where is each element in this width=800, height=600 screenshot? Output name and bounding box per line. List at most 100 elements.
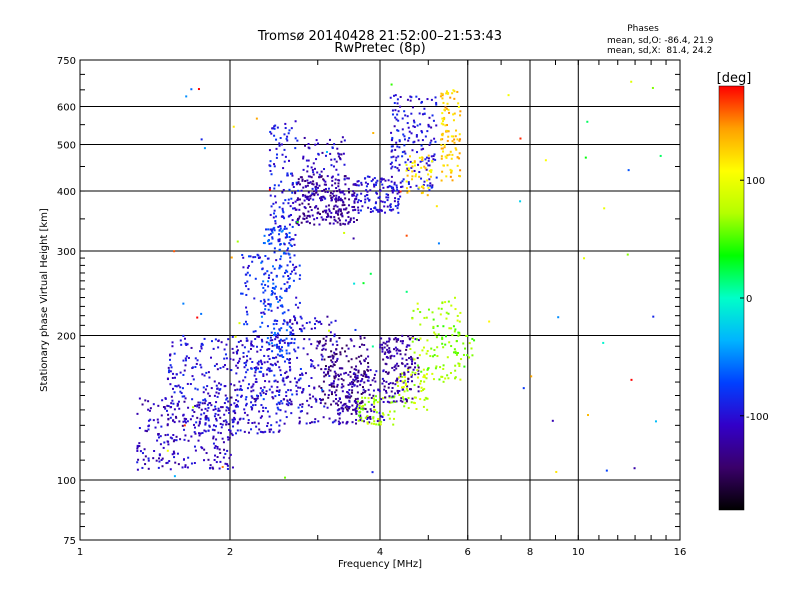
data-point (351, 391, 354, 394)
data-point (198, 403, 201, 406)
data-point (183, 424, 186, 427)
data-point (232, 358, 235, 361)
data-point (300, 317, 303, 320)
data-point (173, 421, 176, 424)
data-point (427, 173, 430, 176)
data-point (288, 352, 291, 355)
data-point (381, 412, 384, 415)
data-point (262, 286, 265, 289)
data-point (348, 198, 351, 201)
data-point (262, 374, 265, 377)
data-point (324, 402, 327, 405)
data-point (414, 338, 417, 341)
data-point (390, 150, 393, 153)
data-point (273, 184, 276, 187)
data-point (470, 347, 473, 350)
data-point (363, 344, 366, 347)
data-point (324, 365, 327, 368)
data-point (312, 180, 315, 183)
data-point (239, 429, 242, 432)
data-point (393, 200, 396, 203)
data-point (323, 393, 326, 396)
data-point (177, 463, 180, 466)
data-point (308, 321, 311, 324)
data-point (277, 401, 280, 404)
data-point (374, 395, 377, 398)
data-point (426, 408, 429, 411)
data-point (279, 369, 282, 372)
data-point (270, 271, 273, 274)
data-point (360, 343, 363, 346)
data-point (238, 418, 241, 421)
data-point (337, 420, 340, 423)
data-point (334, 375, 337, 378)
data-point (295, 384, 298, 387)
data-point (242, 351, 245, 354)
data-point (313, 223, 316, 226)
data-point (245, 273, 248, 276)
data-point (147, 467, 150, 470)
data-point (405, 163, 408, 166)
data-point (254, 338, 257, 341)
data-point (363, 381, 366, 384)
data-point (399, 181, 402, 184)
data-point (169, 383, 172, 386)
data-point (315, 400, 318, 403)
data-point (284, 236, 287, 239)
data-point (378, 398, 381, 401)
data-point (353, 200, 356, 203)
data-point (260, 404, 263, 407)
data-point (326, 191, 329, 194)
data-point (397, 211, 400, 214)
data-point (398, 139, 401, 142)
data-point (318, 184, 321, 187)
data-point (266, 422, 269, 425)
data-point (224, 419, 227, 422)
y-tick-label: 400 (57, 187, 76, 198)
data-point (432, 325, 435, 328)
data-point (156, 439, 159, 442)
data-point (411, 360, 414, 363)
data-point (347, 187, 350, 190)
data-point (264, 430, 267, 433)
data-point (279, 227, 282, 230)
data-point (217, 339, 220, 342)
data-point (300, 328, 303, 331)
data-point (192, 423, 195, 426)
data-point (413, 384, 416, 387)
data-point (236, 351, 239, 354)
data-point (273, 127, 276, 130)
data-point (246, 387, 249, 390)
data-point (236, 394, 239, 397)
data-point (270, 173, 273, 176)
data-point (290, 245, 293, 248)
data-point (429, 355, 432, 358)
data-point (270, 132, 273, 135)
data-point (344, 350, 347, 353)
data-point (251, 385, 254, 388)
data-point (170, 395, 173, 398)
data-point (313, 206, 316, 209)
data-point (433, 137, 436, 140)
data-point (409, 95, 412, 98)
data-point (281, 305, 284, 308)
data-point (341, 383, 344, 386)
data-point (353, 282, 356, 285)
data-point (449, 150, 452, 153)
data-point (268, 186, 271, 189)
data-point (337, 378, 340, 381)
data-point (331, 343, 334, 346)
data-point (316, 340, 319, 343)
data-point (309, 397, 312, 400)
data-point (259, 348, 262, 351)
data-point (296, 219, 299, 222)
data-point (355, 377, 358, 380)
chart-title: Tromsø 20140428 21:52:00–21:53:43 (257, 29, 502, 44)
data-point (336, 344, 339, 347)
data-point (331, 147, 334, 150)
data-point (361, 401, 364, 404)
data-point (415, 338, 418, 341)
data-point (406, 174, 409, 177)
data-point (242, 266, 245, 269)
